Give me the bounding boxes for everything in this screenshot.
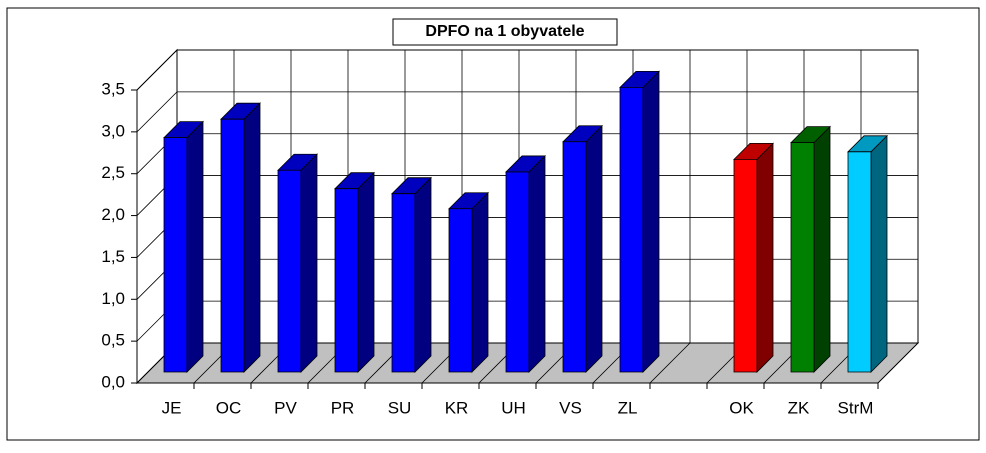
y-tick-label: 3,0: [101, 121, 125, 140]
bar-side: [243, 102, 261, 373]
bar-side: [414, 176, 432, 373]
x-tick-label: PV: [274, 398, 297, 417]
floor-line: [649, 342, 691, 384]
bar-side: [585, 124, 603, 373]
y-tick-label: 0,0: [101, 372, 125, 391]
grid-line: [136, 49, 918, 91]
y-tick-label: 0,5: [101, 331, 125, 350]
bar-front: [334, 188, 359, 373]
y-tick-label: 3,5: [101, 79, 125, 98]
bar-side: [471, 191, 489, 373]
bar: [790, 125, 831, 373]
x-tick-label: VS: [559, 398, 582, 417]
bar: [448, 191, 489, 373]
x-tick-label: UH: [501, 398, 526, 417]
bar-front: [505, 171, 530, 373]
x-tick-label: JE: [162, 398, 182, 417]
bar-side: [300, 153, 318, 373]
y-tick-label: 1,0: [101, 289, 125, 308]
bar: [562, 124, 603, 373]
bar-side: [870, 134, 888, 373]
x-tick-label: OK: [729, 398, 754, 417]
bar: [505, 154, 546, 373]
bar: [334, 171, 375, 373]
x-tick-label: OC: [216, 398, 242, 417]
bar-front: [220, 118, 245, 373]
title-box: [392, 18, 618, 46]
bar-front: [562, 141, 587, 373]
bar-front: [847, 151, 872, 373]
bar-front: [790, 142, 815, 373]
bar-side: [357, 171, 375, 373]
bar: [163, 120, 204, 373]
bar: [220, 102, 261, 373]
chart-title: DPFO na 1 obyvatele: [425, 23, 584, 40]
x-tick-label: KR: [445, 398, 469, 417]
bar: [619, 70, 660, 373]
x-tick-label: SU: [388, 398, 412, 417]
bar-front: [448, 208, 473, 373]
bar-front: [619, 86, 644, 373]
bar-front: [163, 137, 188, 373]
bar: [733, 142, 774, 373]
grid-line: [136, 91, 918, 133]
bar-side: [813, 125, 831, 373]
x-tick-label: PR: [331, 398, 355, 417]
bar-side: [642, 70, 660, 373]
x-tick-label: ZL: [618, 398, 638, 417]
bar: [277, 153, 318, 373]
x-tick-label: ZK: [788, 398, 810, 417]
y-tick-label: 1,5: [101, 247, 125, 266]
bar-front: [733, 158, 758, 373]
x-tick-label: StrM: [838, 398, 874, 417]
y-tick-label: 2,5: [101, 163, 125, 182]
bar-front: [277, 169, 302, 373]
bar-side: [186, 120, 204, 373]
y-tick-label: 2,0: [101, 205, 125, 224]
bar-side: [528, 154, 546, 373]
bar-front: [391, 193, 416, 373]
bar-side: [756, 142, 774, 373]
bar: [391, 176, 432, 373]
bar: [847, 134, 888, 373]
